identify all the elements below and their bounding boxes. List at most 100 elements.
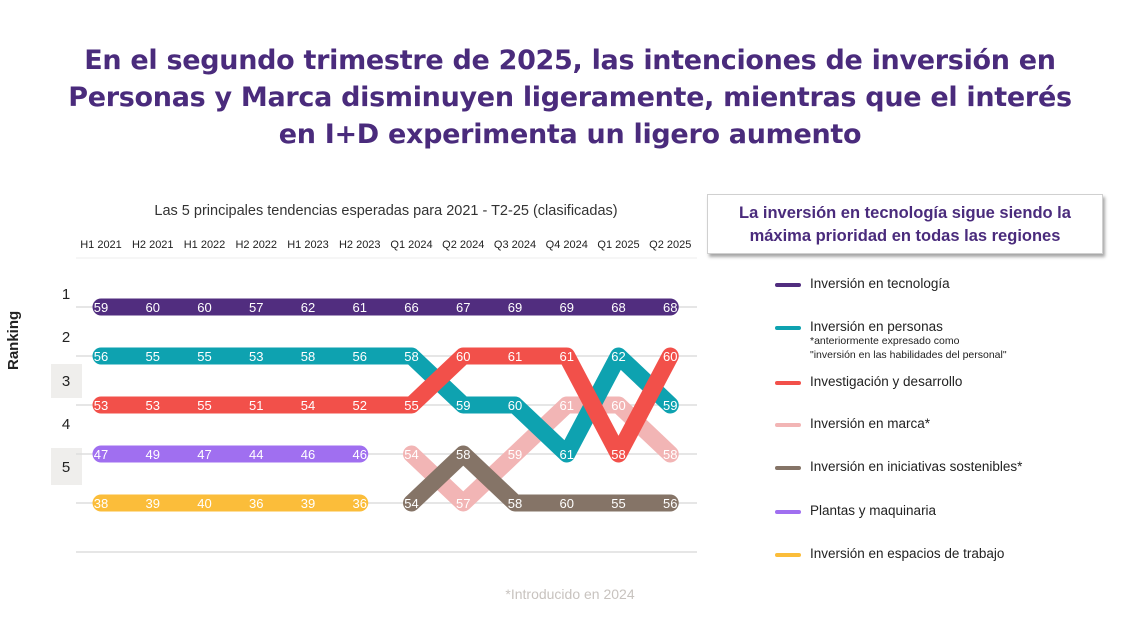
data-label: 58: [508, 496, 522, 511]
data-label: 52: [353, 398, 367, 413]
data-label: 56: [663, 496, 677, 511]
x-tick-label: Q4 2024: [546, 239, 588, 251]
data-label: 60: [456, 349, 470, 364]
series-line: [403, 445, 679, 512]
data-label: 62: [301, 300, 315, 315]
series-line: [92, 347, 679, 463]
data-label: 55: [146, 349, 160, 364]
series-inversión-en-espacios-de-trabajo: 38 39 40 36 39 36: [92, 494, 369, 512]
title-line: En el segundo trimestre de 2025, las int…: [84, 45, 1056, 76]
data-label: 54: [404, 447, 418, 462]
data-label: 53: [146, 398, 160, 413]
data-label: 51: [249, 398, 263, 413]
legend-swatch: [775, 423, 801, 427]
data-label: 58: [611, 447, 625, 462]
data-label: 58: [456, 447, 470, 462]
legend-note: "inversión en las habilidades del person…: [810, 349, 1007, 361]
series-line: [92, 347, 679, 463]
data-label: 61: [353, 300, 367, 315]
y-tick-label: 3: [62, 373, 70, 390]
data-label: 59: [94, 300, 108, 315]
data-label: 55: [404, 398, 418, 413]
callout-line: máxima prioridad en todas las regiones: [749, 227, 1061, 245]
data-label: 59: [456, 398, 470, 413]
y-tick-label: 2: [62, 329, 70, 346]
data-label: 55: [611, 496, 625, 511]
data-label: 44: [249, 447, 263, 462]
data-label: 61: [560, 349, 574, 364]
data-label: 56: [94, 349, 108, 364]
x-tick-label: H1 2022: [184, 239, 226, 251]
data-label: 60: [663, 349, 677, 364]
data-label: 47: [94, 447, 108, 462]
series-inversión-en-iniciativas-sostenibles-: 54 58 58 60 55 56: [403, 445, 679, 512]
y-tick-label: 5: [62, 459, 70, 476]
y-tick-label: 4: [62, 416, 70, 433]
data-label: 60: [197, 300, 211, 315]
data-label: 60: [508, 398, 522, 413]
data-label: 67: [456, 300, 470, 315]
data-label: 46: [353, 447, 367, 462]
x-tick-label: Q2 2025: [649, 239, 691, 251]
legend-swatch: [775, 381, 801, 385]
data-label: 38: [94, 496, 108, 511]
legend-label: Inversión en iniciativas sostenibles*: [810, 459, 1023, 474]
legend-swatch: [775, 326, 801, 330]
data-label: 49: [146, 447, 160, 462]
data-label: 66: [404, 300, 418, 315]
callout-box: La inversión en tecnología sigue siendo …: [707, 194, 1103, 254]
data-label: 62: [611, 349, 625, 364]
x-tick-label: Q2 2024: [442, 239, 484, 251]
x-tick-label: Q3 2024: [494, 239, 536, 251]
legend-label: Inversión en personas: [810, 319, 943, 334]
x-tick-label: H2 2023: [339, 239, 381, 251]
footnote: *Introducido en 2024: [505, 586, 635, 602]
callout-line: La inversión en tecnología sigue siendo …: [739, 204, 1071, 222]
legend-label: Inversión en marca*: [810, 416, 931, 431]
data-label: 58: [663, 447, 677, 462]
legend-swatch: [775, 283, 801, 287]
x-tick-label: Q1 2025: [597, 239, 639, 251]
data-label: 68: [611, 300, 625, 315]
data-label: 61: [560, 398, 574, 413]
x-tick-label: H2 2021: [132, 239, 174, 251]
data-label: 40: [197, 496, 211, 511]
data-label: 55: [197, 349, 211, 364]
data-label: 61: [560, 447, 574, 462]
data-label: 57: [456, 496, 470, 511]
legend-label: Investigación y desarrollo: [810, 374, 963, 389]
data-label: 47: [197, 447, 211, 462]
data-label: 53: [249, 349, 263, 364]
data-label: 58: [301, 349, 315, 364]
legend-note: *anteriormente expresado como: [810, 335, 960, 347]
x-tick-label: H1 2021: [80, 239, 122, 251]
data-label: 68: [663, 300, 677, 315]
series-inversión-en-personas: 56 55 55 53 58 56 58 59 60 61 62 59: [92, 347, 679, 463]
data-label: 36: [353, 496, 367, 511]
data-label: 53: [94, 398, 108, 413]
series-inversión-en-tecnología: 59 60 60 57 62 61 66 67 69 69 68 68: [92, 298, 679, 316]
data-label: 55: [197, 398, 211, 413]
rank-highlight-box: [51, 364, 82, 398]
legend-label: Plantas y maquinaria: [810, 503, 937, 518]
series-plantas-y-maquinaria: 47 49 47 44 46 46: [92, 445, 369, 463]
data-label: 54: [301, 398, 315, 413]
data-label: 69: [508, 300, 522, 315]
x-tick-label: Q1 2024: [390, 239, 432, 251]
data-label: 60: [611, 398, 625, 413]
legend-swatch: [775, 510, 801, 514]
legend-swatch: [775, 466, 801, 470]
data-label: 57: [249, 300, 263, 315]
data-label: 61: [508, 349, 522, 364]
data-label: 69: [560, 300, 574, 315]
data-label: 56: [353, 349, 367, 364]
data-label: 54: [404, 496, 418, 511]
data-label: 60: [560, 496, 574, 511]
data-label: 39: [146, 496, 160, 511]
data-label: 36: [249, 496, 263, 511]
x-tick-label: H2 2022: [235, 239, 277, 251]
legend-label: Inversión en tecnología: [810, 276, 950, 291]
data-label: 59: [663, 398, 677, 413]
title-line: Personas y Marca disminuyen ligeramente,…: [68, 82, 1072, 113]
